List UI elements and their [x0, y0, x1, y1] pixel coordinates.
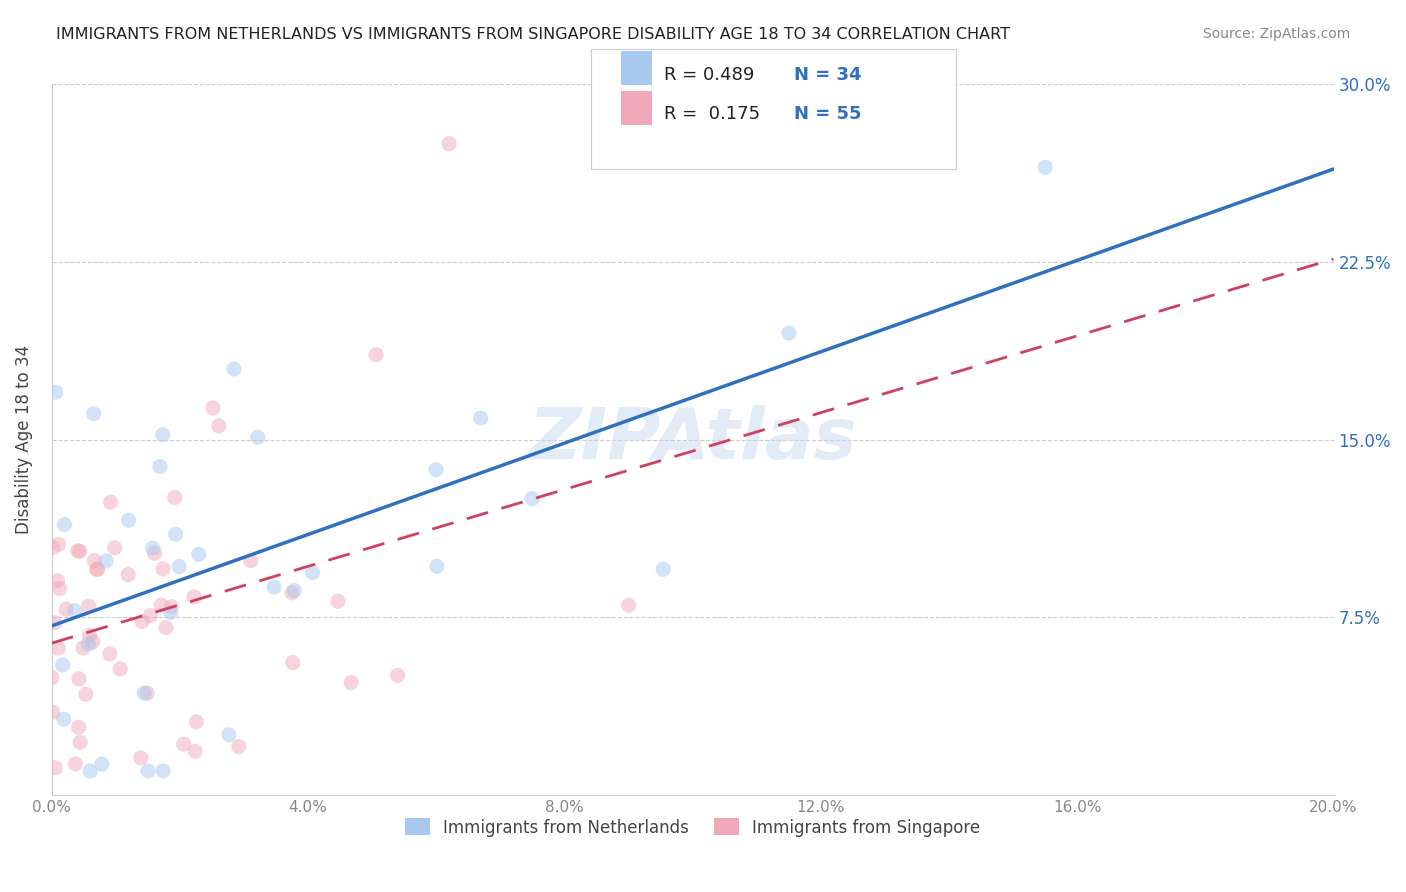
Immigrants from Singapore — [201, 401, 224, 415]
Immigrants from Netherlands — [83, 407, 105, 421]
Immigrants from Singapore — [184, 744, 207, 758]
Immigrants from Singapore — [387, 668, 409, 682]
Immigrants from Netherlands — [1033, 161, 1056, 175]
Immigrants from Singapore — [75, 687, 97, 701]
Immigrants from Singapore — [160, 599, 183, 614]
Immigrants from Netherlands — [52, 712, 75, 726]
Immigrants from Netherlands — [77, 637, 100, 651]
Immigrants from Singapore — [108, 662, 131, 676]
Legend: Immigrants from Netherlands, Immigrants from Singapore: Immigrants from Netherlands, Immigrants … — [398, 812, 987, 843]
Immigrants from Singapore — [326, 594, 349, 608]
Immigrants from Singapore — [117, 567, 139, 582]
Immigrants from Singapore — [139, 608, 162, 623]
Immigrants from Singapore — [152, 562, 174, 576]
Immigrants from Netherlands — [167, 559, 190, 574]
Immigrants from Netherlands — [53, 517, 76, 532]
Immigrants from Netherlands — [45, 385, 67, 400]
Immigrants from Singapore — [281, 586, 304, 600]
Immigrants from Singapore — [183, 590, 205, 604]
Immigrants from Singapore — [186, 714, 208, 729]
Immigrants from Singapore — [98, 647, 121, 661]
Immigrants from Singapore — [41, 706, 63, 720]
Immigrants from Singapore — [136, 686, 159, 700]
Immigrants from Netherlands — [263, 580, 285, 594]
Immigrants from Singapore — [83, 553, 105, 567]
Immigrants from Netherlands — [470, 411, 492, 425]
Text: R =  0.175: R = 0.175 — [664, 105, 759, 123]
Immigrants from Netherlands — [778, 326, 800, 340]
Text: N = 34: N = 34 — [794, 66, 862, 84]
Immigrants from Netherlands — [425, 462, 447, 476]
Immigrants from Singapore — [163, 491, 186, 505]
Immigrants from Singapore — [617, 599, 640, 613]
Immigrants from Netherlands — [90, 757, 112, 772]
Immigrants from Singapore — [77, 599, 100, 614]
Immigrants from Netherlands — [222, 362, 245, 376]
Immigrants from Singapore — [41, 671, 63, 685]
Immigrants from Netherlands — [246, 430, 269, 444]
Immigrants from Singapore — [48, 537, 70, 551]
Immigrants from Singapore — [129, 751, 152, 765]
Immigrants from Netherlands — [149, 459, 172, 474]
Immigrants from Singapore — [69, 735, 91, 749]
Immigrants from Singapore — [281, 656, 304, 670]
Text: ZIPAtlas: ZIPAtlas — [529, 405, 856, 474]
Immigrants from Singapore — [46, 641, 69, 656]
Immigrants from Netherlands — [652, 562, 675, 576]
Immigrants from Singapore — [143, 546, 166, 560]
Immigrants from Netherlands — [96, 554, 118, 568]
Immigrants from Singapore — [48, 582, 70, 596]
Immigrants from Netherlands — [218, 728, 240, 742]
Immigrants from Netherlands — [426, 559, 449, 574]
Text: Source: ZipAtlas.com: Source: ZipAtlas.com — [1202, 27, 1350, 41]
Immigrants from Netherlands — [63, 604, 86, 618]
Immigrants from Netherlands — [283, 583, 305, 598]
Immigrants from Singapore — [41, 541, 63, 555]
Text: N = 55: N = 55 — [794, 105, 862, 123]
Immigrants from Netherlands — [165, 527, 187, 541]
Immigrants from Netherlands — [520, 491, 543, 506]
Immigrants from Singapore — [228, 739, 250, 754]
Immigrants from Singapore — [66, 544, 89, 558]
Immigrants from Singapore — [65, 756, 87, 771]
Immigrants from Singapore — [82, 634, 104, 648]
Immigrants from Singapore — [46, 574, 69, 588]
Immigrants from Singapore — [44, 615, 66, 630]
Immigrants from Singapore — [437, 136, 460, 151]
Immigrants from Netherlands — [142, 541, 165, 555]
Immigrants from Singapore — [67, 672, 90, 686]
Immigrants from Singapore — [104, 541, 127, 555]
Immigrants from Netherlands — [301, 566, 323, 580]
Immigrants from Singapore — [86, 562, 108, 576]
Y-axis label: Disability Age 18 to 34: Disability Age 18 to 34 — [15, 345, 32, 534]
Immigrants from Netherlands — [79, 764, 101, 778]
Text: IMMIGRANTS FROM NETHERLANDS VS IMMIGRANTS FROM SINGAPORE DISABILITY AGE 18 TO 34: IMMIGRANTS FROM NETHERLANDS VS IMMIGRANT… — [56, 27, 1011, 42]
Immigrants from Singapore — [155, 621, 177, 635]
Immigrants from Singapore — [69, 544, 91, 558]
Immigrants from Netherlands — [117, 513, 139, 527]
Immigrants from Singapore — [72, 640, 94, 655]
Immigrants from Netherlands — [136, 764, 159, 778]
Immigrants from Netherlands — [152, 427, 174, 442]
Immigrants from Singapore — [55, 602, 77, 616]
Immigrants from Singapore — [79, 628, 101, 642]
Immigrants from Singapore — [100, 495, 122, 509]
Immigrants from Netherlands — [152, 764, 174, 778]
Immigrants from Singapore — [131, 615, 153, 629]
Immigrants from Singapore — [44, 761, 66, 775]
Immigrants from Singapore — [239, 553, 262, 567]
Immigrants from Netherlands — [187, 547, 209, 561]
Immigrants from Singapore — [173, 737, 195, 751]
Immigrants from Singapore — [340, 675, 363, 690]
Immigrants from Netherlands — [159, 606, 181, 620]
Immigrants from Singapore — [364, 348, 387, 362]
Immigrants from Netherlands — [52, 657, 75, 672]
Text: R = 0.489: R = 0.489 — [664, 66, 754, 84]
Immigrants from Netherlands — [134, 686, 156, 700]
Immigrants from Singapore — [86, 562, 108, 576]
Immigrants from Singapore — [150, 598, 173, 612]
Immigrants from Singapore — [67, 720, 90, 734]
Immigrants from Singapore — [208, 418, 231, 433]
